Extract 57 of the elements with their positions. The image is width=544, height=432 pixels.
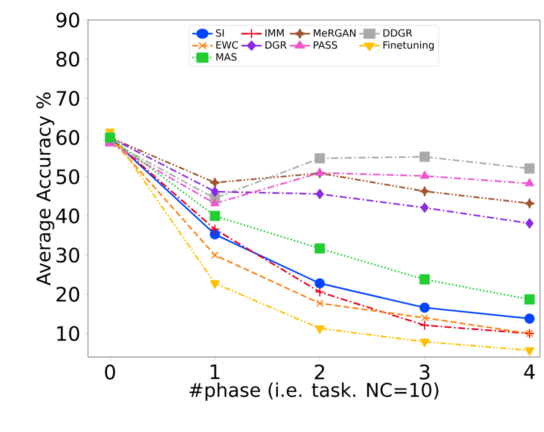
x-tick-label: 2	[314, 364, 324, 380]
legend-label: EWC	[216, 41, 238, 49]
y-tick-label: 80	[56, 52, 80, 67]
point	[420, 274, 430, 285]
point	[524, 198, 535, 208]
y-tick-label: 90	[56, 12, 80, 28]
y-tick-label: 30	[56, 248, 80, 263]
x-tick-label: 3	[420, 364, 430, 380]
x-tick-label: 4	[524, 364, 535, 380]
point	[210, 224, 220, 234]
point	[420, 314, 428, 322]
legend-label: MAS	[216, 53, 237, 61]
legend-label: PASS	[314, 41, 338, 49]
point	[525, 178, 534, 186]
legend-label: SI	[216, 29, 224, 37]
point	[210, 178, 220, 188]
point	[210, 186, 219, 197]
point	[314, 243, 325, 254]
point	[524, 294, 535, 304]
point	[420, 302, 430, 313]
y-tick-label: 40	[56, 208, 80, 224]
x-tick-label: 1	[210, 364, 220, 380]
point	[210, 198, 220, 206]
point	[314, 278, 325, 288]
point	[420, 202, 429, 213]
point	[420, 186, 430, 196]
point	[420, 338, 430, 348]
point	[211, 251, 219, 259]
point	[420, 152, 430, 162]
point	[420, 320, 430, 330]
point	[524, 163, 535, 174]
point	[314, 286, 325, 298]
x-axis-title: #phase (i.e. task. NC=10)	[189, 382, 438, 401]
point	[524, 314, 535, 324]
y-tick-label: 50	[56, 169, 80, 184]
y-tick-label: 70	[56, 90, 80, 106]
legend-label: DDGR	[383, 29, 412, 37]
point	[210, 280, 220, 289]
y-tick-label: 20	[56, 286, 80, 302]
point	[210, 229, 220, 240]
y-tick-label: 10	[57, 326, 80, 342]
x-tick-label: 0	[105, 364, 116, 380]
point	[316, 188, 324, 200]
point	[210, 210, 220, 222]
point	[315, 325, 324, 334]
point	[316, 300, 324, 308]
legend-label: IMM	[265, 29, 284, 37]
legend-label: Finetuning	[383, 41, 434, 51]
point	[314, 153, 325, 164]
point	[315, 168, 324, 176]
point	[524, 347, 534, 356]
legend-label: DGR	[265, 41, 287, 49]
point	[526, 218, 534, 228]
legend-label: MeRGAN	[314, 29, 356, 37]
y-axis-title: Average Accuracy %	[36, 92, 54, 286]
point	[420, 170, 430, 179]
y-tick-label: 60	[56, 130, 80, 146]
